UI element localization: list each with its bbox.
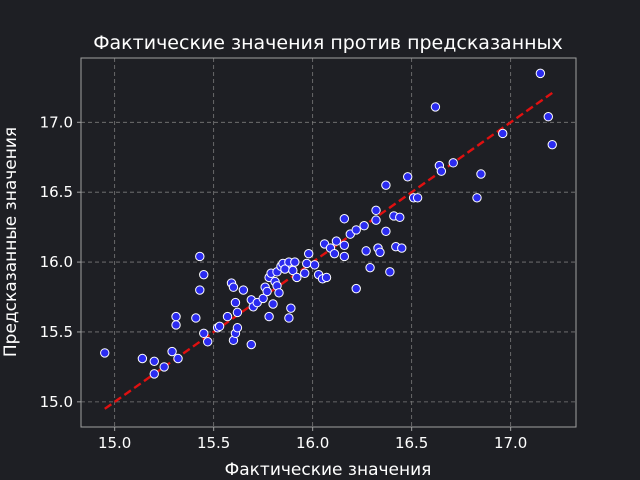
x-tick-label: 16.5 [395, 434, 428, 452]
data-point [167, 346, 177, 357]
data-point [448, 158, 458, 168]
data-point [371, 215, 381, 225]
data-point [339, 214, 350, 224]
data-point [397, 243, 407, 253]
grid [81, 58, 576, 427]
axes-frame [80, 57, 577, 428]
data-point [436, 166, 447, 176]
data-point [361, 246, 371, 256]
data-point [329, 248, 340, 259]
data-point [286, 303, 296, 313]
data-point [203, 337, 213, 347]
data-point [339, 240, 350, 250]
data-point [292, 272, 302, 283]
y-axis-ticks: 15.0 15.5 16.0 16.5 17.0 [40, 113, 81, 411]
data-point [290, 257, 300, 267]
data-point [171, 311, 181, 322]
data-point [331, 236, 342, 246]
data-point [321, 272, 332, 283]
y-tick-label: 16.5 [40, 183, 73, 201]
data-point [375, 247, 385, 257]
data-point [430, 102, 441, 112]
data-point [191, 313, 201, 323]
data-point [228, 282, 239, 292]
data-point [264, 311, 274, 322]
data-point [195, 285, 205, 295]
x-tick-label: 17.0 [494, 434, 527, 452]
data-point [302, 258, 312, 269]
data-point [403, 172, 413, 182]
y-tick-label: 16.0 [40, 253, 73, 271]
y-tick-label: 15.5 [40, 323, 73, 341]
data-point [547, 139, 557, 150]
data-point [351, 283, 361, 294]
data-point [173, 353, 183, 364]
data-point [359, 221, 369, 231]
data-point [472, 193, 482, 203]
data-point [268, 299, 278, 309]
data-point [535, 68, 546, 79]
data-point [262, 286, 272, 297]
data-point [214, 321, 225, 332]
data-point [300, 268, 310, 278]
data-point [149, 369, 159, 379]
data-point [238, 285, 249, 295]
data-point [230, 297, 241, 308]
data-point [171, 320, 181, 330]
data-point [381, 226, 391, 237]
data-point [274, 288, 284, 298]
data-point [199, 328, 209, 339]
data-point [309, 260, 320, 270]
data-point [351, 225, 361, 235]
data-point [476, 169, 486, 179]
data-point [385, 267, 395, 277]
data-point [395, 212, 405, 223]
chart-title: Фактические значения против предсказанны… [93, 32, 563, 54]
data-points [100, 68, 557, 379]
data-point [365, 262, 375, 273]
data-point [100, 348, 110, 358]
data-point [412, 193, 423, 203]
y-tick-label: 17.0 [40, 113, 73, 131]
data-point [284, 313, 294, 323]
x-tick-label: 15.0 [98, 434, 131, 452]
data-point [222, 311, 233, 322]
x-axis-ticks: 15.0 15.5 16.0 16.5 17.0 [98, 427, 527, 452]
x-tick-label: 16.0 [296, 434, 329, 452]
y-tick-label: 15.0 [40, 393, 73, 411]
data-point [543, 112, 553, 122]
data-point [381, 180, 391, 190]
data-point [159, 362, 169, 372]
data-point [232, 323, 243, 333]
data-point [232, 307, 243, 318]
y-axis-label: Предсказанные значения [1, 127, 21, 357]
data-point [339, 251, 350, 262]
data-point [137, 353, 148, 364]
x-axis-label: Фактические значения [225, 460, 432, 480]
data-point [149, 356, 159, 367]
data-point [498, 128, 508, 139]
data-point [304, 248, 314, 259]
data-point [199, 269, 209, 280]
data-point [246, 339, 256, 350]
data-point [195, 251, 205, 262]
x-tick-label: 15.5 [197, 434, 230, 452]
data-point [258, 293, 268, 304]
data-point [371, 205, 381, 216]
